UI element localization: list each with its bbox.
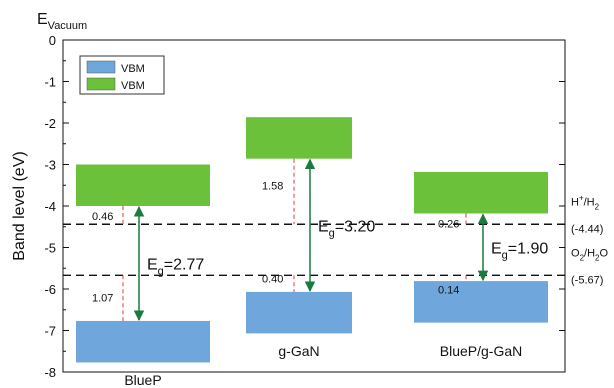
vbm-offset-label-2: 0.14: [438, 284, 459, 296]
y-tick-label: -4: [44, 199, 56, 214]
material-label-0: BlueP: [124, 372, 161, 388]
material-label-2: BlueP/g-GaN: [440, 343, 522, 359]
y-tick-label: -5: [44, 241, 56, 256]
conduction-band-1: [246, 117, 352, 159]
y-tick-label: -2: [44, 116, 56, 131]
vacuum-header: EVacuum: [37, 11, 87, 32]
valence-band-1: [246, 291, 352, 334]
material-label-1: g-GaN: [278, 343, 319, 359]
legend-label-cb: VBM: [121, 80, 145, 92]
y-tick-label: 0: [49, 33, 56, 48]
y-axis-label: Band level (eV): [11, 151, 28, 260]
conduction-band-2: [414, 171, 548, 214]
legend-swatch-vb: [86, 60, 116, 74]
cbm-offset-label-0: 0.46: [92, 211, 113, 223]
legend: VBM VBM: [79, 55, 165, 95]
y-tick-label: -6: [44, 282, 56, 297]
redox-species-label-1: O2/H2O: [571, 247, 608, 262]
band-gap-label-1: Eg=3.20: [318, 218, 375, 239]
valence-band-2: [414, 281, 548, 323]
y-tick-label: -7: [44, 324, 56, 339]
y-tick-label: -1: [44, 75, 56, 90]
cbm-offset-label-1: 1.58: [262, 180, 283, 192]
legend-label-vb: VBM: [121, 63, 145, 75]
cbm-offset-label-2: 0.26: [438, 218, 459, 230]
redox-value-label-1: (-5.67): [571, 274, 603, 286]
redox-value-label-0: (-4.44): [571, 223, 603, 235]
redox-species-label-0: H+/H2: [571, 193, 600, 211]
band-gap-label-2: Eg=1.90: [491, 240, 548, 261]
vbm-offset-label-0: 1.07: [92, 292, 113, 304]
conduction-band-0: [76, 164, 210, 206]
band-gap-label-0: Eg=2.77: [147, 256, 204, 277]
legend-swatch-cb: [86, 77, 116, 91]
vbm-offset-label-1: 0.40: [262, 274, 283, 286]
y-tick-label: -3: [44, 158, 56, 173]
valence-band-0: [76, 320, 210, 363]
y-tick-label: -8: [44, 365, 56, 380]
